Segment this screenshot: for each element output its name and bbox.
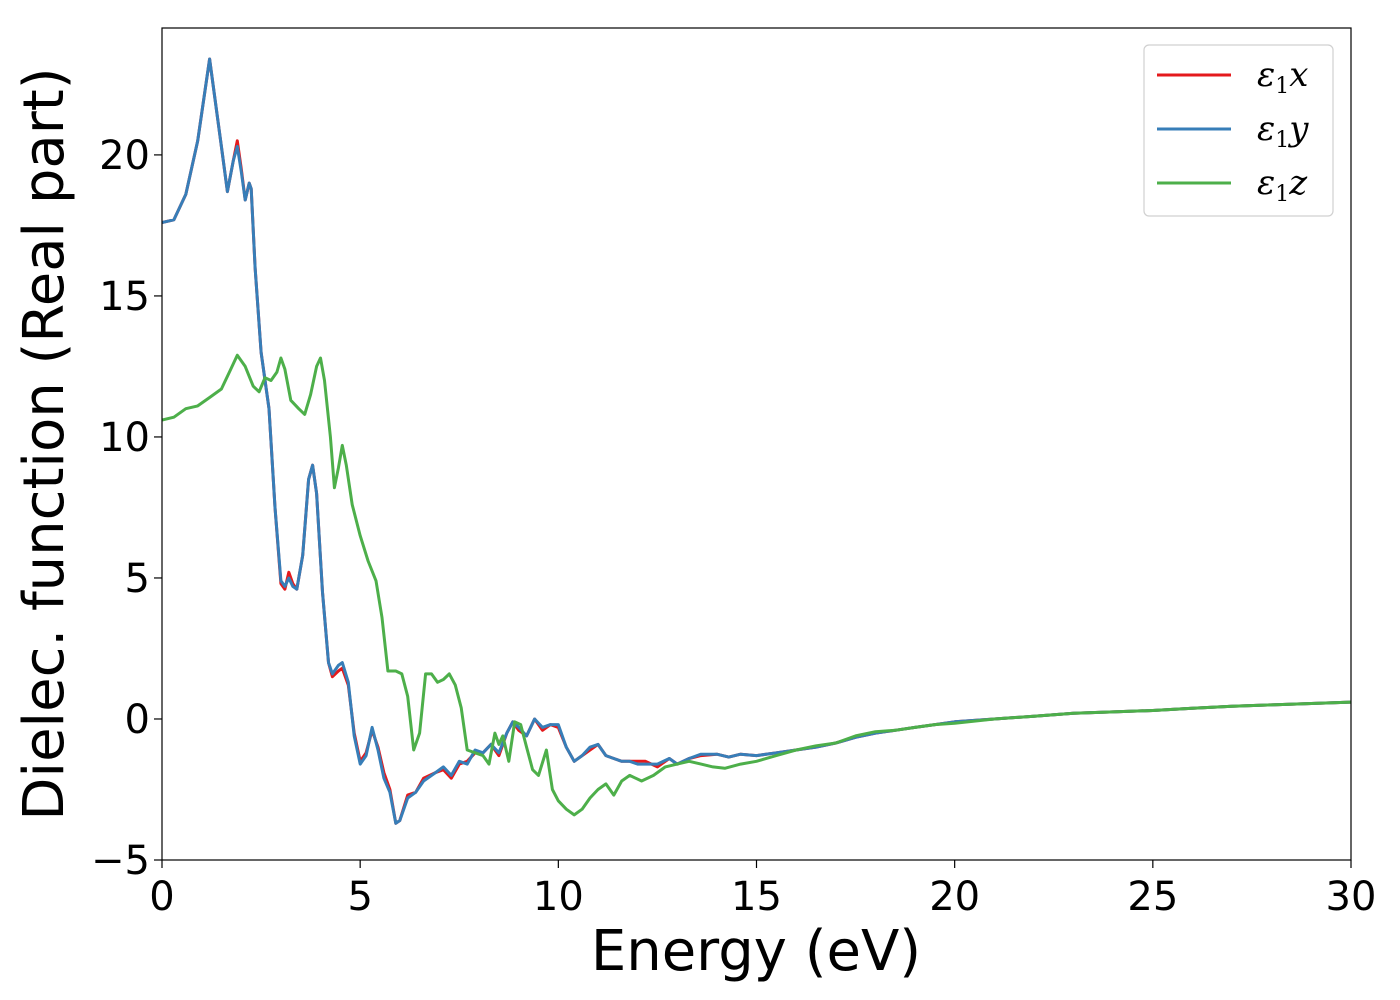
y-tick-label: 0 [125, 697, 150, 743]
legend-entry-z: ε1z [1257, 163, 1308, 207]
y-tick-label: 20 [99, 133, 150, 179]
x-tick-label: 25 [1127, 874, 1178, 920]
x-tick-label: 15 [731, 874, 782, 920]
y-tick-label: −5 [91, 838, 150, 884]
series-line-z [162, 353, 1351, 817]
y-tick-label: 5 [125, 556, 150, 602]
y-axis-label: Dielec. function (Real part) [12, 67, 77, 820]
legend-entry-x: ε1x [1257, 55, 1308, 99]
y-axis: −5 0 5 10 15 20 [91, 133, 162, 884]
x-tick-label: 0 [149, 874, 174, 920]
x-tick-label: 5 [347, 874, 372, 920]
legend: ε1x ε1y ε1z [1143, 44, 1334, 217]
x-axis-label: Energy (eV) [591, 919, 921, 984]
series-layer [162, 57, 1351, 825]
x-tick-label: 30 [1326, 874, 1377, 920]
y-tick-label: 15 [99, 274, 150, 320]
x-tick-label: 20 [929, 874, 980, 920]
y-tick-label: 10 [99, 415, 150, 461]
x-axis: 0 5 10 15 20 25 30 [149, 860, 1376, 920]
legend-entry-y: ε1y [1257, 109, 1309, 153]
legend-box [1143, 44, 1334, 217]
x-tick-label: 10 [533, 874, 584, 920]
